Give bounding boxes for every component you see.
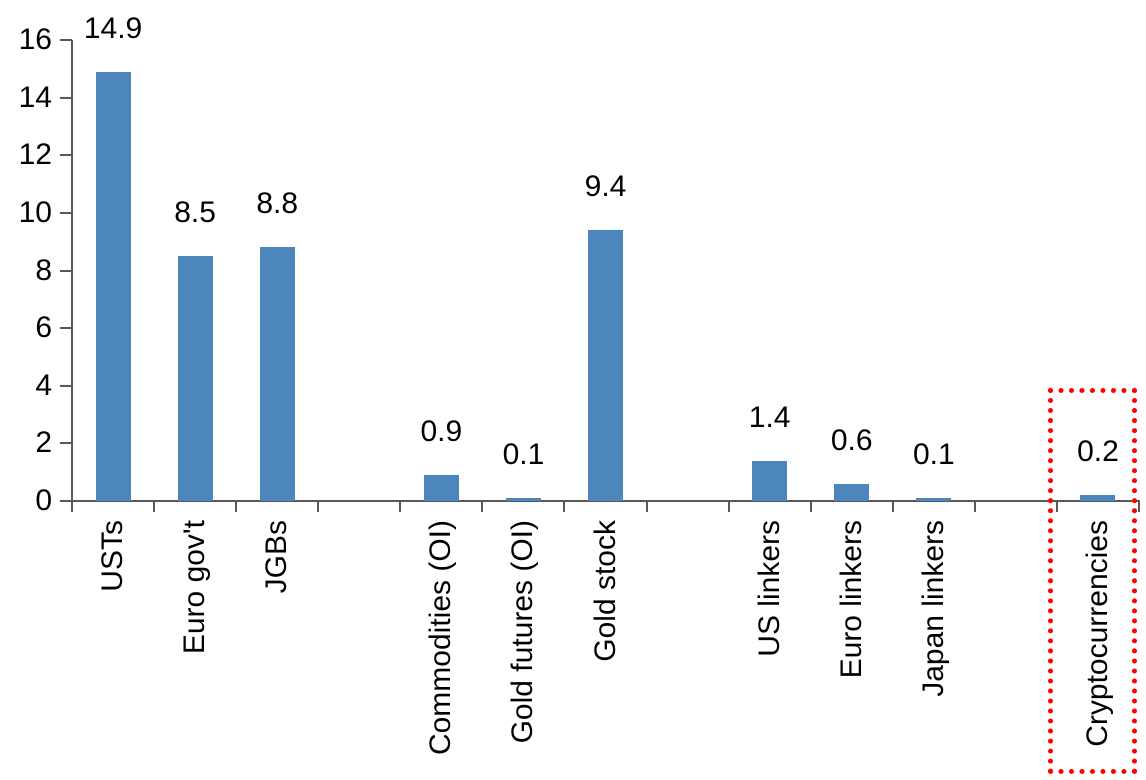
- y-axis-tick-label: 4: [35, 368, 52, 402]
- category-label: JGBs: [260, 520, 294, 594]
- x-axis-tick: [563, 501, 566, 512]
- x-axis-tick: [399, 501, 402, 512]
- category-label: Gold futures (OI): [506, 520, 540, 744]
- bar: [259, 247, 295, 501]
- bar-value-label: 1.4: [748, 400, 791, 434]
- x-axis-tick: [317, 501, 320, 512]
- x-axis-tick: [235, 501, 238, 512]
- x-axis-tick: [973, 501, 976, 512]
- y-axis-tick: [60, 384, 72, 387]
- bar: [505, 498, 541, 501]
- x-axis-tick: [1138, 501, 1140, 512]
- x-axis-tick: [891, 501, 894, 512]
- bar: [916, 498, 952, 501]
- y-axis-line: [71, 40, 73, 501]
- y-axis-tick-label: 8: [35, 253, 52, 287]
- bar: [423, 475, 459, 501]
- category-label: Japan linkers: [916, 520, 950, 697]
- bar: [752, 460, 788, 501]
- x-axis-tick: [727, 501, 730, 512]
- x-axis-tick: [481, 501, 484, 512]
- bar-value-label: 9.4: [584, 170, 627, 204]
- y-axis-tick: [60, 211, 72, 214]
- x-axis-tick: [645, 501, 648, 512]
- bar-value-label: 14.9: [83, 11, 143, 45]
- bar: [1080, 495, 1116, 501]
- bar-value-label: 0.2: [1077, 435, 1119, 469]
- y-axis-tick-label: 10: [18, 195, 52, 229]
- y-axis-tick: [60, 39, 72, 41]
- bar-value-label: 8.5: [174, 196, 216, 230]
- highlight-rectangle: [1047, 388, 1137, 774]
- y-axis-tick: [60, 96, 72, 99]
- category-label: Euro gov't: [178, 520, 212, 655]
- y-axis-tick-label: 0: [35, 484, 52, 517]
- category-label: US linkers: [752, 520, 786, 657]
- x-axis-tick: [1055, 501, 1058, 512]
- bar-value-label: 0.1: [912, 438, 955, 472]
- y-axis-tick: [60, 500, 72, 502]
- bar-value-label: 0.9: [420, 415, 463, 449]
- y-axis-tick: [60, 327, 72, 330]
- y-axis-tick: [60, 442, 72, 445]
- category-label: USTs: [96, 520, 130, 592]
- x-axis-line: [71, 500, 1140, 502]
- bar-value-label: 0.1: [502, 438, 545, 472]
- y-axis-tick-label: 16: [18, 23, 52, 56]
- bar: [177, 256, 213, 501]
- y-axis-tick: [60, 269, 72, 272]
- y-axis-tick-label: 6: [35, 311, 52, 345]
- bar: [834, 483, 870, 501]
- y-axis-tick-label: 12: [18, 138, 52, 172]
- bar: [588, 230, 623, 501]
- y-axis-tick-label: 2: [35, 426, 52, 460]
- bar-value-label: 0.6: [830, 423, 873, 457]
- category-label: Gold stock: [588, 520, 622, 662]
- bar-value-label: 8.8: [256, 187, 299, 221]
- y-axis-tick-label: 14: [18, 80, 52, 114]
- x-axis-tick: [809, 501, 812, 512]
- category-label: Euro linkers: [834, 520, 868, 679]
- bar: [95, 71, 131, 501]
- category-label: Commodities (OI): [424, 520, 458, 756]
- y-axis-tick: [60, 154, 72, 157]
- x-axis-tick: [153, 501, 156, 512]
- x-axis-tick: [71, 501, 73, 512]
